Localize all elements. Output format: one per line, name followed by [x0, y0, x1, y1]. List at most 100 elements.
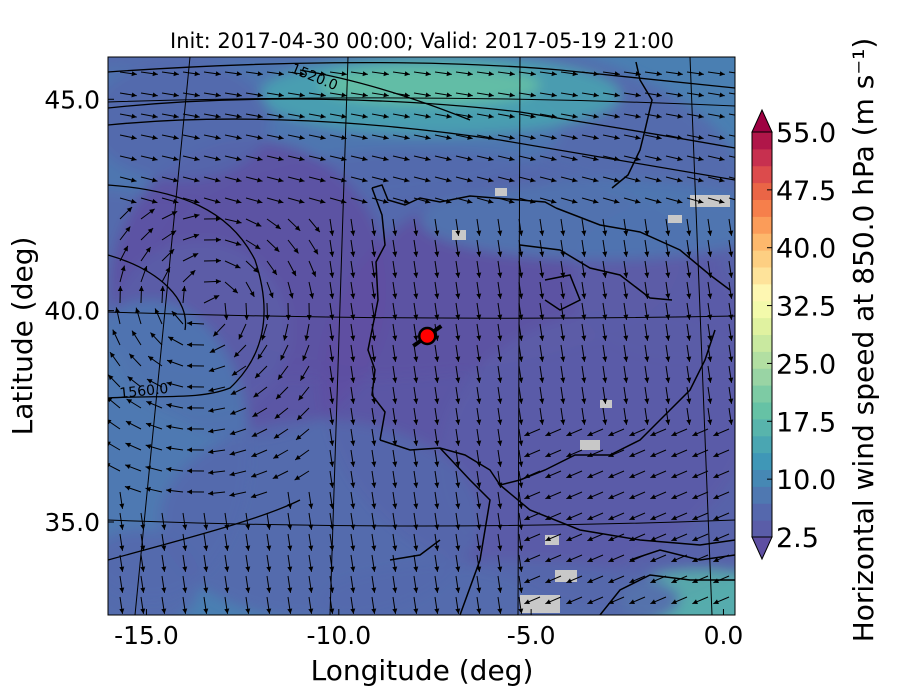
wind-arrowhead: [518, 503, 524, 509]
wind-arrowhead: [476, 482, 482, 488]
wind-arrowhead: [314, 226, 320, 233]
colorbar-segment: [752, 435, 772, 454]
wind-arrowhead: [455, 440, 461, 446]
wind-arrowhead: [182, 545, 188, 551]
x-tick-label: -10.0: [306, 621, 371, 650]
wind-arrowhead: [329, 293, 335, 299]
wind-arrowhead: [329, 566, 335, 572]
contour-line: [108, 61, 735, 89]
wind-arrowhead: [587, 599, 593, 605]
wind-arrowhead: [230, 390, 237, 395]
wind-arrowhead: [539, 293, 545, 299]
wind-arrowhead: [671, 452, 677, 458]
wind-arrowhead: [413, 566, 419, 572]
wind-arrowhead: [530, 92, 536, 98]
wind-arrowhead: [152, 135, 158, 140]
colorbar-segment: [752, 452, 772, 470]
wind-arrowhead: [677, 135, 683, 140]
wind-arrowhead: [236, 156, 242, 162]
wind-arrowhead: [497, 314, 503, 320]
wind-arrowhead: [608, 515, 614, 521]
chart-title: Init: 2017-04-30 00:00; Valid: 2017-05-1…: [170, 29, 674, 53]
wind-arrowhead: [308, 503, 314, 509]
coastline: [555, 207, 731, 291]
wind-arrowhead: [623, 314, 629, 320]
wind-arrowhead: [551, 71, 557, 77]
wind-arrowhead: [518, 566, 524, 572]
wind-arrowhead: [229, 471, 235, 477]
colorbar: [751, 108, 773, 561]
wind-arrowhead: [434, 587, 440, 593]
x-axis-ticks: -15.0 -10.0 -5.0 0.0: [114, 609, 743, 650]
wind-arrowhead: [446, 156, 452, 162]
wind-arrowhead: [320, 92, 326, 98]
wind-arrowhead: [295, 454, 301, 460]
wind-arrowhead: [309, 293, 315, 299]
no-data-patch: [555, 570, 577, 582]
graticule: [108, 57, 735, 615]
wind-arrowhead: [545, 536, 551, 542]
wind-arrowhead: [140, 566, 146, 572]
wind-arrowhead: [497, 461, 503, 467]
wind-arrowhead: [434, 608, 440, 614]
wind-arrowhead: [151, 177, 158, 183]
wind-arrowhead: [524, 599, 530, 605]
wind-arrowhead: [182, 608, 188, 614]
wind-arrowhead: [251, 432, 258, 437]
wind-arrowhead: [671, 536, 677, 542]
wind-arrowhead: [278, 113, 284, 119]
wind-speed-region: [320, 65, 540, 105]
wind-arrowhead: [131, 156, 137, 162]
wind-arrowhead: [728, 356, 734, 362]
wind-arrowhead: [371, 293, 377, 299]
wind-arrowhead: [581, 398, 587, 404]
wind-arrowhead: [602, 335, 608, 341]
wind-arrowhead: [127, 376, 134, 382]
wind-arrowhead: [298, 198, 305, 204]
wind-arrowhead: [686, 314, 692, 320]
wind-arrowhead: [665, 251, 671, 257]
wind-arrowhead: [135, 307, 140, 314]
wind-arrowhead: [166, 466, 172, 472]
wind-arrowhead: [587, 536, 593, 542]
wind-arrowhead: [497, 356, 503, 362]
wind-arrowhead: [613, 177, 620, 183]
wind-arrowhead: [434, 566, 440, 572]
wind-arrowhead: [264, 314, 270, 320]
wind-arrowhead: [551, 113, 557, 119]
wind-arrow: [728, 176, 735, 180]
wind-arrowhead: [229, 450, 236, 456]
wind-arrowhead: [413, 545, 419, 551]
wind-arrowhead: [650, 557, 656, 563]
wind-arrowhead: [382, 198, 389, 204]
wind-arrowhead: [524, 578, 530, 584]
wind-arrowhead: [251, 452, 257, 458]
wind-arrowhead: [434, 356, 440, 362]
wind-arrowhead: [295, 434, 302, 440]
wind-arrowhead: [235, 241, 242, 246]
wind-arrowhead: [277, 374, 283, 380]
wind-arrowhead: [581, 251, 587, 257]
wind-arrowhead: [110, 352, 116, 358]
wind-arrowhead: [329, 377, 335, 383]
wind-arrowhead: [350, 482, 356, 488]
wind-arrowhead: [445, 198, 452, 204]
wind-arrowhead: [539, 398, 545, 404]
wind-arrowhead: [608, 557, 614, 563]
no-data-patch: [580, 440, 600, 450]
wind-arrowhead: [350, 608, 356, 614]
wind-arrowhead: [635, 135, 641, 140]
wind-arrowhead: [154, 308, 160, 315]
wind-arrowhead: [266, 545, 272, 551]
wind-arrowhead: [518, 524, 524, 530]
wind-arrowhead: [434, 461, 440, 467]
wind-arrowhead: [123, 245, 128, 252]
wind-arrowhead: [476, 545, 482, 551]
wind-arrowhead: [608, 536, 614, 542]
wind-arrowhead: [371, 251, 377, 257]
wind-arrowhead: [189, 270, 196, 276]
wind-arrowhead: [497, 608, 503, 614]
wind-arrowhead: [166, 381, 173, 387]
wind-arrowhead: [125, 464, 131, 470]
